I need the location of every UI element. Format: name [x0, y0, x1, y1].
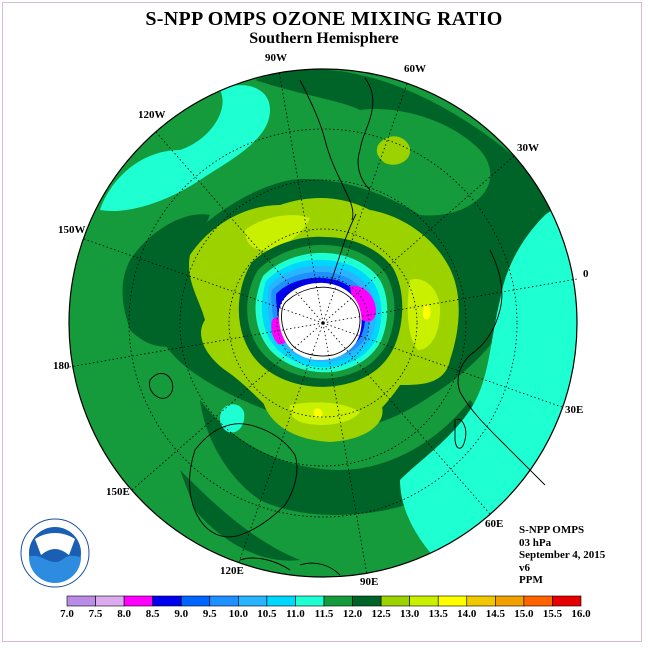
region-polar-night [278, 282, 362, 360]
colorbar-tick-label: 11.0 [286, 608, 305, 620]
meridian-90w [278, 70, 324, 324]
colorbar-swatch [352, 595, 382, 607]
info-version: v6 [519, 561, 530, 574]
colorbar-swatch [180, 595, 211, 607]
info-instrument: S-NPP OMPS [519, 524, 585, 536]
colorbar-tick-label: 16.0 [571, 608, 591, 620]
colorbar-tick-label: 8.0 [117, 608, 131, 620]
colorbar-tick-label: 10.0 [228, 608, 248, 620]
colorbar-tick-label: 13.0 [400, 608, 420, 620]
lon-label-30w: 30W [517, 142, 539, 154]
south-pole-marker [321, 321, 325, 325]
region-dark-west [122, 214, 210, 347]
latitude-circle-70s [228, 228, 418, 418]
colorbar-swatch [552, 595, 582, 607]
meridian-180 [68, 322, 324, 368]
colorbar-tick-label: 11.5 [314, 608, 334, 620]
map-boundary [68, 68, 578, 578]
coast-indonesia [239, 557, 341, 576]
colorbar-tick-label: 9.0 [174, 608, 189, 620]
colorbar-swatch [66, 595, 96, 607]
lon-label-150w: 150W [58, 224, 86, 236]
info-block: S-NPP OMPS 03 hPa September 4, 2015 v6 P… [519, 524, 605, 587]
lon-label-120e: 120E [220, 565, 244, 577]
colorbar-swatch [523, 595, 553, 607]
colorbar-tick-label: 10.5 [257, 608, 277, 620]
meridian-90e [322, 322, 368, 576]
colorbar-tick-label: 12.5 [371, 608, 391, 620]
latitude-circle-60s [179, 179, 467, 467]
map-title: S-NPP OMPS OZONE MIXING RATIO [145, 8, 503, 30]
figure-frame [2, 2, 642, 642]
info-date: September 4, 2015 [519, 549, 606, 561]
colorbar-swatch [409, 595, 439, 607]
colorbar-swatch [238, 595, 268, 607]
latitude-circle-50s [128, 128, 518, 518]
colorbar-swatch [209, 595, 239, 607]
coast-africa [457, 249, 546, 486]
region-lime-patch [376, 136, 411, 165]
colorbar-swatch [266, 595, 296, 607]
colorbar-swatch [495, 595, 525, 607]
region-yellow-south [313, 408, 323, 418]
coast-madagascar [454, 418, 467, 449]
meridian-0 [322, 278, 578, 324]
colorbar-tick-label: 8.5 [145, 608, 160, 620]
colorbar-swatch [95, 595, 125, 607]
colorbar-tick-label: 15.5 [542, 608, 563, 620]
lon-label-60e: 60E [485, 518, 504, 530]
colorbar-tick-label: 14.0 [457, 608, 477, 620]
coast-antarctic-peninsula [329, 213, 357, 286]
colorbar-tick-label: 7.5 [88, 608, 103, 620]
lon-label-30e: 30E [565, 404, 584, 416]
colorbar-swatch [152, 595, 182, 607]
info-level: 03 hPa [519, 536, 552, 549]
colorbar-swatch [123, 595, 153, 607]
info-units: PPM [519, 574, 543, 586]
latitude-circle-80s [276, 276, 370, 370]
graticule [68, 70, 578, 576]
colorbar-swatch [437, 595, 468, 607]
colorbar-swatch [323, 595, 353, 607]
lon-label-120w: 120W [138, 109, 166, 121]
colorbar [66, 595, 582, 607]
region-yellow-east [422, 304, 431, 320]
noaa-logo: NOAA [20, 518, 90, 588]
ozone-field [69, 69, 577, 577]
coast-antarctica [281, 286, 361, 357]
colorbar-swatch [380, 595, 410, 607]
coast-australia [189, 423, 298, 538]
lon-label-90e: 90E [360, 576, 379, 588]
region-dark-sw [180, 470, 300, 561]
lon-label-180: 180 [53, 360, 70, 372]
region-magenta-east [350, 285, 376, 322]
region-aqua-nw [100, 85, 270, 211]
region-yellowgreen-south [289, 402, 360, 425]
lon-label-90w: 90W [265, 52, 287, 64]
colorbar-tick-label: 15.0 [514, 608, 534, 620]
lon-label-150e: 150E [106, 486, 130, 498]
colorbar-tick-label: 7.0 [60, 608, 74, 620]
colorbar-swatch [466, 595, 496, 607]
coastlines [149, 77, 546, 576]
region-aqua-island [220, 404, 245, 433]
svg-text:NOAA: NOAA [42, 539, 69, 549]
lon-label-0: 0 [583, 268, 589, 280]
colorbar-tick-label: 12.0 [342, 608, 363, 620]
colorbar-tick-label: 14.5 [485, 608, 505, 620]
coast-new-zealand [149, 373, 174, 399]
map-subtitle: Southern Hemisphere [249, 30, 399, 47]
colorbar-tick-label: 9.5 [202, 608, 217, 620]
lon-label-60w: 60W [404, 63, 426, 75]
colorbar-tick-label: 13.5 [428, 608, 448, 620]
coast-south-america [299, 77, 374, 221]
colorbar-swatch [295, 595, 325, 607]
region-yellowgreen-north [245, 215, 310, 251]
